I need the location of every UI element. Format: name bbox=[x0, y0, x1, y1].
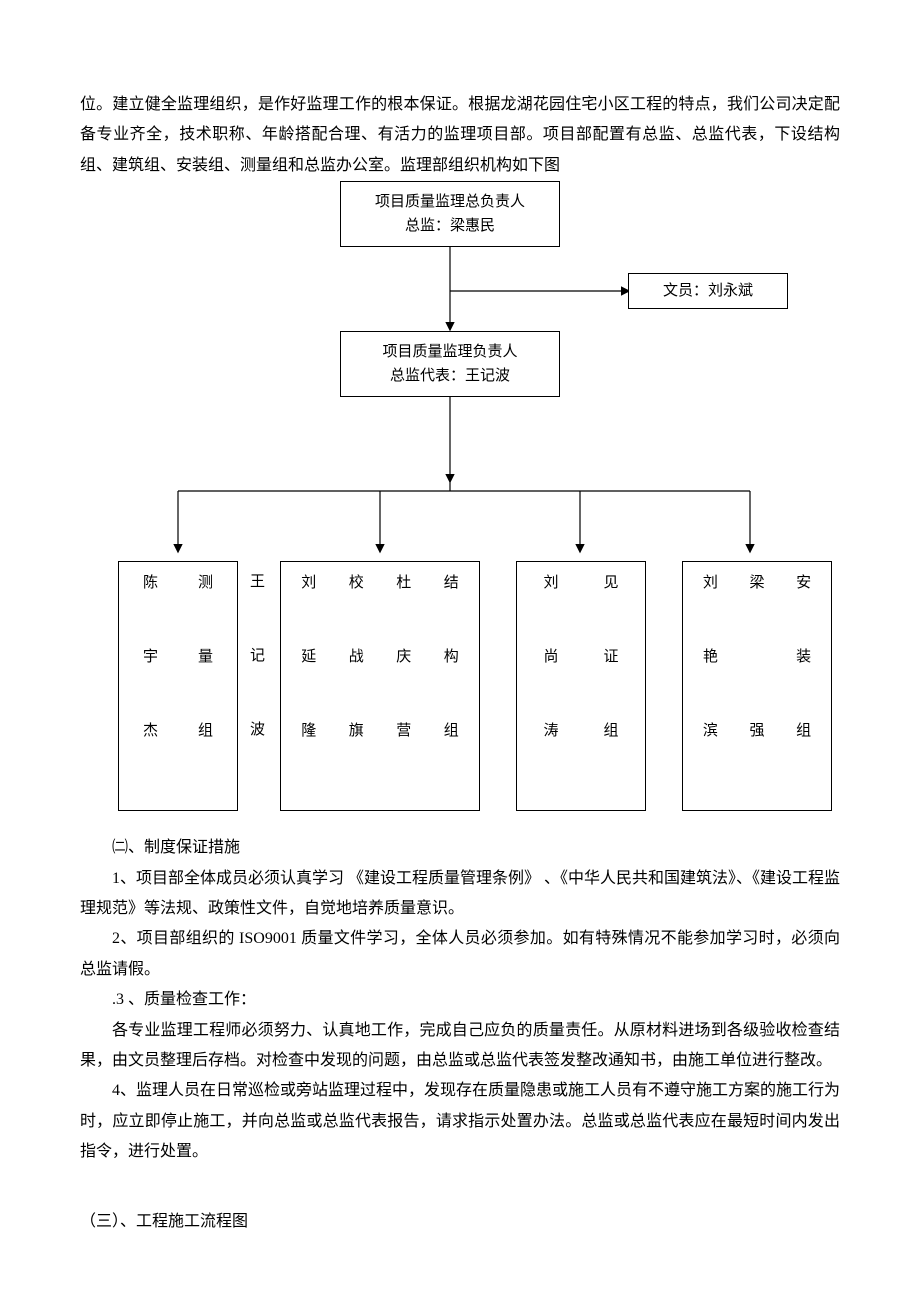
t2c0r2: 隆 bbox=[301, 724, 316, 739]
sec2-p5: 4、监理人员在日常巡检或旁站监理过程中，发现存在质量隐患或施工人员有不遵守施工方… bbox=[80, 1076, 840, 1167]
team4-col0: 刘 艳 滨 bbox=[703, 576, 718, 739]
team2-col1: 校 战 旗 bbox=[349, 576, 364, 739]
t2c2r1: 庆 bbox=[396, 650, 411, 724]
team3-col1: 见 证 组 bbox=[603, 576, 618, 739]
t3c1r0: 见 bbox=[603, 576, 618, 650]
team2-col0: 刘 延 隆 bbox=[301, 576, 316, 739]
free-name-col: 王 记 波 bbox=[250, 575, 265, 738]
sec3-heading: （三）、工程施工流程图 bbox=[80, 1207, 840, 1237]
node-deputy: 项目质量监理负责人 总监代表：王记波 bbox=[340, 331, 560, 397]
sec2-p1: 1、项目部全体成员必须认真学习 《建设工程质量管理条例》 、《中华人民共和国建筑… bbox=[80, 864, 840, 925]
t2c1r0: 校 bbox=[349, 576, 364, 650]
team-box-2: 刘 延 隆 校 战 旗 杜 庆 营 结 构 组 bbox=[280, 561, 480, 811]
team4-col2: 安 装 组 bbox=[796, 576, 811, 739]
t3c1r2: 组 bbox=[603, 724, 618, 739]
t3c0r2: 涛 bbox=[543, 724, 558, 739]
sec2-heading: ㈡、制度保证措施 bbox=[80, 833, 840, 863]
team2-col2: 杜 庆 营 bbox=[396, 576, 411, 739]
t1c0r0: 陈 bbox=[143, 576, 158, 650]
t2c2r0: 杜 bbox=[396, 576, 411, 650]
node-director: 项目质量监理总负责人 总监：梁惠民 bbox=[340, 181, 560, 247]
t2c0r1: 延 bbox=[301, 650, 316, 724]
t4c1r0: 梁 bbox=[749, 576, 764, 650]
team2-col3: 结 构 组 bbox=[444, 576, 459, 739]
t1c0r1: 宇 bbox=[143, 650, 158, 724]
node-clerk: 文员：刘永斌 bbox=[628, 273, 788, 309]
t4c0r0: 刘 bbox=[703, 576, 718, 650]
t4c0r1: 艳 bbox=[703, 650, 718, 724]
team-box-3: 刘 尚 涛 见 证 组 bbox=[516, 561, 646, 811]
team1-col1: 测 量 组 bbox=[198, 576, 213, 739]
t1c1r1: 量 bbox=[198, 650, 213, 724]
t1c0r2: 杰 bbox=[143, 724, 158, 739]
node-deputy-l1: 项目质量监理负责人 bbox=[382, 340, 517, 364]
t3c0r1: 尚 bbox=[543, 650, 558, 724]
t2c1r2: 旗 bbox=[349, 724, 364, 739]
t2c2r2: 营 bbox=[396, 724, 411, 739]
team-box-4: 刘 艳 滨 梁 强 安 装 组 bbox=[682, 561, 832, 811]
sec2-p3: .3 、质量检查工作： bbox=[80, 985, 840, 1015]
free-c2: 记 bbox=[250, 649, 265, 723]
t2c3r2: 组 bbox=[444, 724, 459, 739]
t4c2r1: 装 bbox=[796, 650, 811, 724]
sec2-p4: 各专业监理工程师必须努力、认真地工作，完成自己应负的质量责任。从原材料进场到各级… bbox=[80, 1016, 840, 1077]
node-deputy-l2: 总监代表：王记波 bbox=[390, 364, 510, 388]
node-director-l1: 项目质量监理总负责人 bbox=[375, 190, 525, 214]
team1-col0: 陈 宇 杰 bbox=[143, 576, 158, 739]
sec2-p2: 2、项目部组织的 ISO9001 质量文件学习，全体人员必须参加。如有特殊情况不… bbox=[80, 924, 840, 985]
t2c0r0: 刘 bbox=[301, 576, 316, 650]
node-clerk-text: 文员：刘永斌 bbox=[663, 279, 753, 303]
org-chart: 项目质量监理总负责人 总监：梁惠民 文员：刘永斌 项目质量监理负责人 总监代表：… bbox=[80, 181, 840, 831]
team-box-1: 陈 宇 杰 测 量 组 bbox=[118, 561, 238, 811]
t2c3r0: 结 bbox=[444, 576, 459, 650]
free-c3: 波 bbox=[250, 723, 265, 738]
team3-col0: 刘 尚 涛 bbox=[543, 576, 558, 739]
t4c2r0: 安 bbox=[796, 576, 811, 650]
t4c2r2: 组 bbox=[796, 724, 811, 739]
node-director-l2: 总监：梁惠民 bbox=[405, 214, 495, 238]
t2c1r1: 战 bbox=[349, 650, 364, 724]
intro-paragraph: 位。建立健全监理组织，是作好监理工作的根本保证。根据龙湖花园住宅小区工程的特点，… bbox=[80, 90, 840, 181]
t4c0r2: 滨 bbox=[703, 724, 718, 739]
t3c0r0: 刘 bbox=[543, 576, 558, 650]
t1c1r2: 组 bbox=[198, 724, 213, 739]
free-c1: 王 bbox=[250, 575, 265, 649]
t2c3r1: 构 bbox=[444, 650, 459, 724]
team4-col1: 梁 强 bbox=[749, 576, 764, 739]
t4c1r2: 强 bbox=[749, 724, 764, 739]
t3c1r1: 证 bbox=[603, 650, 618, 724]
t1c1r0: 测 bbox=[198, 576, 213, 650]
